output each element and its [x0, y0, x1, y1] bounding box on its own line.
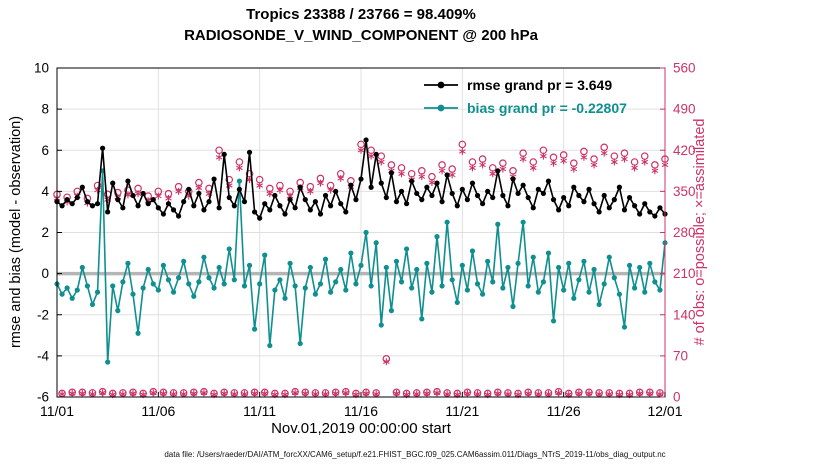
- right-axis-title: # of obs: o=possible; ×=assimilated: [692, 118, 708, 346]
- svg-text:11/11: 11/11: [243, 403, 276, 419]
- svg-text:11/21: 11/21: [445, 403, 479, 419]
- x-axis-title: Nov.01,2019 00:00:00 start: [271, 420, 451, 437]
- left-tick-labels: -6 -4 -2 0 2 4 6 8 10: [34, 61, 50, 405]
- svg-text:11/06: 11/06: [141, 403, 175, 419]
- svg-text:6: 6: [41, 143, 49, 158]
- svg-text:560: 560: [673, 61, 696, 76]
- rmse-line-marker-icon: [424, 81, 458, 89]
- svg-text:70: 70: [673, 348, 688, 363]
- svg-text:4: 4: [41, 184, 49, 199]
- svg-text:11/01: 11/01: [40, 403, 74, 419]
- legend-label-rmse: rmse grand pr = 3.649: [467, 77, 613, 93]
- svg-text:10: 10: [34, 61, 49, 76]
- legend-item-rmse: rmse grand pr = 3.649: [424, 77, 627, 93]
- svg-text:0: 0: [673, 390, 681, 405]
- bias-line-marker-icon: [424, 104, 458, 112]
- svg-text:210: 210: [673, 266, 696, 281]
- legend-label-bias: bias grand pr = -0.22807: [467, 100, 627, 116]
- svg-text:11/26: 11/26: [547, 403, 581, 419]
- data-file-path: data file: /Users/raeder/DAI/ATM_forcXX/…: [164, 450, 666, 459]
- x-tick-labels: 11/01 11/06 11/11 11/16 11/21 11/26 12/01: [40, 403, 683, 419]
- right-tick-labels: 0 70 140 210 280 350 420 490 560: [673, 61, 696, 405]
- svg-text:420: 420: [673, 143, 696, 158]
- svg-text:0: 0: [41, 266, 49, 281]
- svg-text:490: 490: [673, 102, 696, 117]
- rmse-series: [54, 137, 668, 221]
- svg-text:140: 140: [673, 307, 696, 322]
- bias-series: [54, 168, 668, 365]
- svg-text:-4: -4: [37, 348, 49, 363]
- left-axis-title: rmse and bias (model - observation): [8, 115, 24, 349]
- grid-lines: [57, 68, 665, 397]
- svg-text:8: 8: [41, 102, 49, 117]
- svg-text:280: 280: [673, 225, 696, 240]
- chart-title-line2: RADIOSONDE_V_WIND_COMPONENT @ 200 hPa: [184, 27, 538, 44]
- legend: rmse grand pr = 3.649 bias grand pr = -0…: [424, 77, 627, 116]
- svg-text:350: 350: [673, 184, 696, 199]
- legend-item-bias: bias grand pr = -0.22807: [424, 100, 627, 116]
- svg-text:12/01: 12/01: [647, 403, 682, 419]
- chart-title-line1: Tropics 23388 / 23766 = 98.409%: [246, 6, 476, 23]
- svg-text:2: 2: [41, 225, 49, 240]
- svg-text:-2: -2: [37, 307, 49, 322]
- svg-text:-6: -6: [37, 390, 49, 405]
- svg-text:11/16: 11/16: [344, 403, 378, 419]
- plot-border: [56, 67, 666, 398]
